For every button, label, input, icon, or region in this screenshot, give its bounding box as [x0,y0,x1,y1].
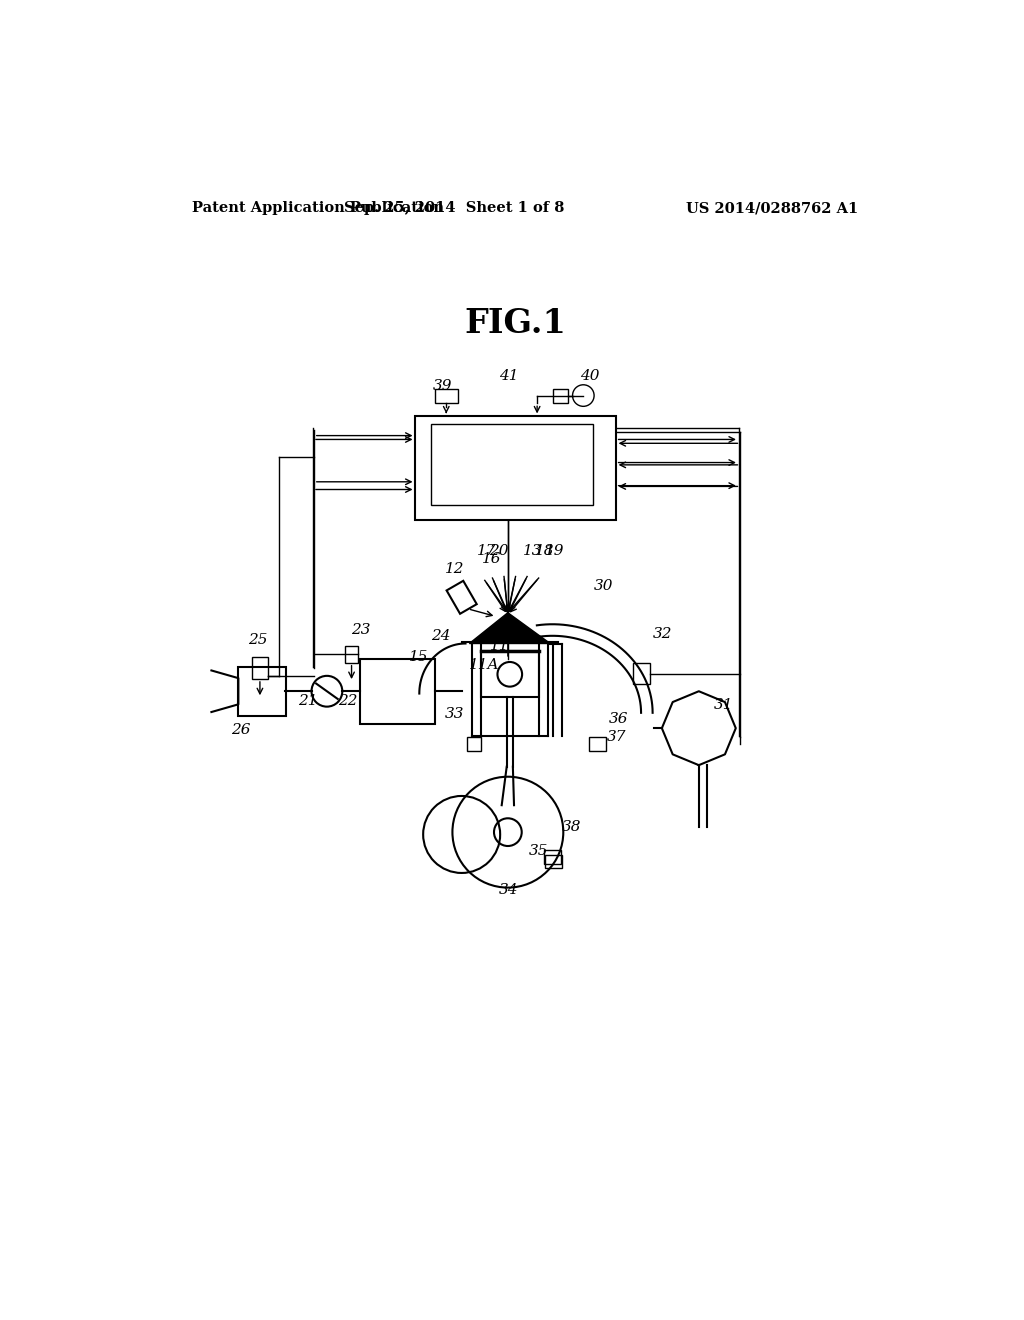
Text: 11: 11 [490,639,510,653]
Text: Patent Application Publication: Patent Application Publication [193,202,444,215]
Text: 38: 38 [562,820,582,834]
Text: 16: 16 [481,552,501,566]
Bar [360,659,435,725]
Bar [467,738,481,751]
Text: 18: 18 [535,544,554,558]
Bar [553,389,568,404]
Text: 15: 15 [410,649,429,664]
Text: 32: 32 [652,627,672,642]
Text: 12: 12 [444,562,464,576]
Text: 20: 20 [488,544,508,558]
Text: 24: 24 [431,628,451,643]
Text: 33: 33 [444,708,464,721]
Text: 34: 34 [499,883,518,896]
Text: 21: 21 [298,694,317,709]
Text: 40: 40 [581,370,600,383]
Bar [345,645,358,663]
Text: 19: 19 [545,544,564,558]
Bar [431,424,593,506]
Bar [481,651,539,697]
Text: US 2014/0288762 A1: US 2014/0288762 A1 [686,202,858,215]
Text: 31: 31 [714,698,733,711]
Text: 22: 22 [339,694,358,709]
Text: 37: 37 [606,730,626,744]
Text: Sep. 25, 2014  Sheet 1 of 8: Sep. 25, 2014 Sheet 1 of 8 [344,202,564,215]
Bar [545,855,562,867]
Bar [544,850,561,863]
Text: 30: 30 [594,578,613,593]
Text: 25: 25 [248,632,267,647]
Text: 39: 39 [433,379,453,392]
Bar [590,738,606,751]
Polygon shape [469,612,550,644]
Text: 23: 23 [351,623,371,636]
Text: 26: 26 [230,723,250,737]
Bar [239,667,286,715]
Bar [435,389,458,404]
Text: 41: 41 [499,368,518,383]
Text: 36: 36 [608,711,629,726]
Text: 35: 35 [528,845,548,858]
Text: 11A: 11A [469,659,500,672]
Bar [252,657,267,678]
Text: 13: 13 [523,544,543,558]
Bar [416,416,615,520]
Text: FIG.1: FIG.1 [465,308,566,341]
Bar [634,663,650,684]
Text: 17: 17 [477,544,497,558]
